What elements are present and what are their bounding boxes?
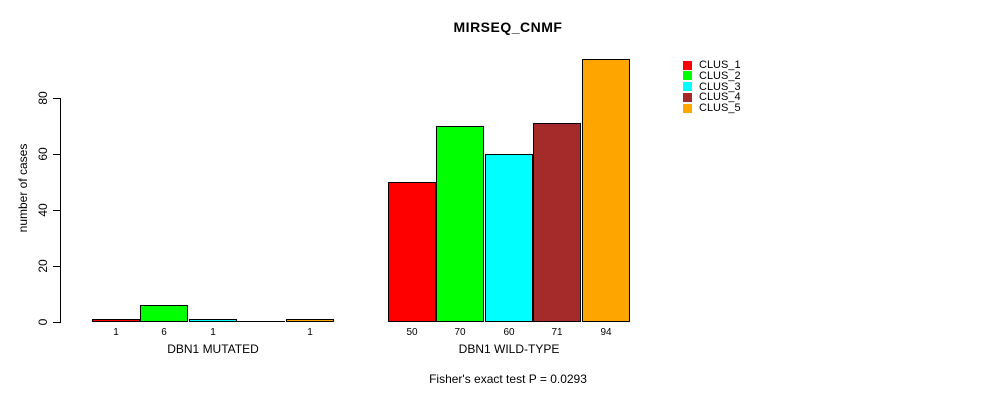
- legend-color-swatch: [683, 92, 692, 102]
- bar-clus_5: [582, 59, 630, 322]
- bar-clus_4: [533, 123, 581, 322]
- legend-item-clus_1: CLUS_1: [683, 59, 741, 71]
- bar-value-label: 50: [406, 327, 418, 338]
- bar-clus_3: [485, 154, 533, 322]
- y-axis-title: number of cases: [16, 143, 30, 233]
- bar-clus_5: [286, 319, 334, 322]
- legend-label: CLUS_3: [699, 80, 741, 93]
- y-axis-line: [60, 98, 61, 323]
- y-axis-tick: [53, 154, 60, 155]
- y-axis-tick-label: 40: [36, 203, 50, 217]
- bar-clus_3: [189, 319, 237, 322]
- statistical-test-note: Fisher's exact test P = 0.0293: [429, 372, 587, 386]
- y-axis-tick: [53, 98, 60, 99]
- legend-label: CLUS_2: [699, 69, 741, 82]
- bar-value-label: 1: [210, 327, 216, 338]
- legend-color-swatch: [683, 82, 692, 91]
- bar-value-label: 70: [454, 327, 466, 338]
- chart-title: MIRSEQ_CNMF: [453, 19, 563, 35]
- legend-color-swatch: [683, 71, 692, 81]
- legend-label: CLUS_4: [699, 91, 741, 104]
- legend-item-clus_2: CLUS_2: [683, 69, 741, 82]
- legend-item-clus_5: CLUS_5: [683, 102, 741, 114]
- bar-value-label: 1: [307, 327, 313, 338]
- x-axis-group-label: DBN1 WILD-TYPE: [458, 342, 560, 356]
- bar-value-label: 1: [113, 327, 119, 338]
- x-axis-group-label: DBN1 MUTATED: [167, 342, 259, 356]
- legend-label: CLUS_5: [699, 102, 741, 114]
- bar-value-label: 60: [503, 327, 515, 338]
- bar-clus_4-zero: [237, 321, 285, 322]
- bar-value-label: 94: [600, 327, 612, 338]
- y-axis-tick: [53, 266, 60, 267]
- bar-clus_1: [92, 319, 140, 322]
- legend-item-clus_3: CLUS_3: [683, 80, 741, 93]
- legend-color-swatch: [683, 103, 692, 113]
- y-axis-tick-label: 60: [36, 147, 50, 161]
- bar-clus_1: [388, 182, 436, 322]
- bar-clus_2: [436, 126, 484, 322]
- bar-value-label: 71: [551, 327, 563, 338]
- bar-clus_2: [140, 305, 188, 322]
- bar-value-label: 6: [161, 327, 167, 338]
- legend-item-clus_4: CLUS_4: [683, 91, 741, 104]
- legend-color-swatch: [683, 60, 692, 70]
- y-axis-tick-label: 80: [36, 91, 50, 105]
- legend-label: CLUS_1: [699, 59, 741, 71]
- y-axis-tick: [53, 210, 60, 211]
- y-axis-tick: [53, 322, 60, 323]
- y-axis-tick-label: 0: [36, 318, 50, 326]
- y-axis-tick-label: 20: [36, 259, 50, 273]
